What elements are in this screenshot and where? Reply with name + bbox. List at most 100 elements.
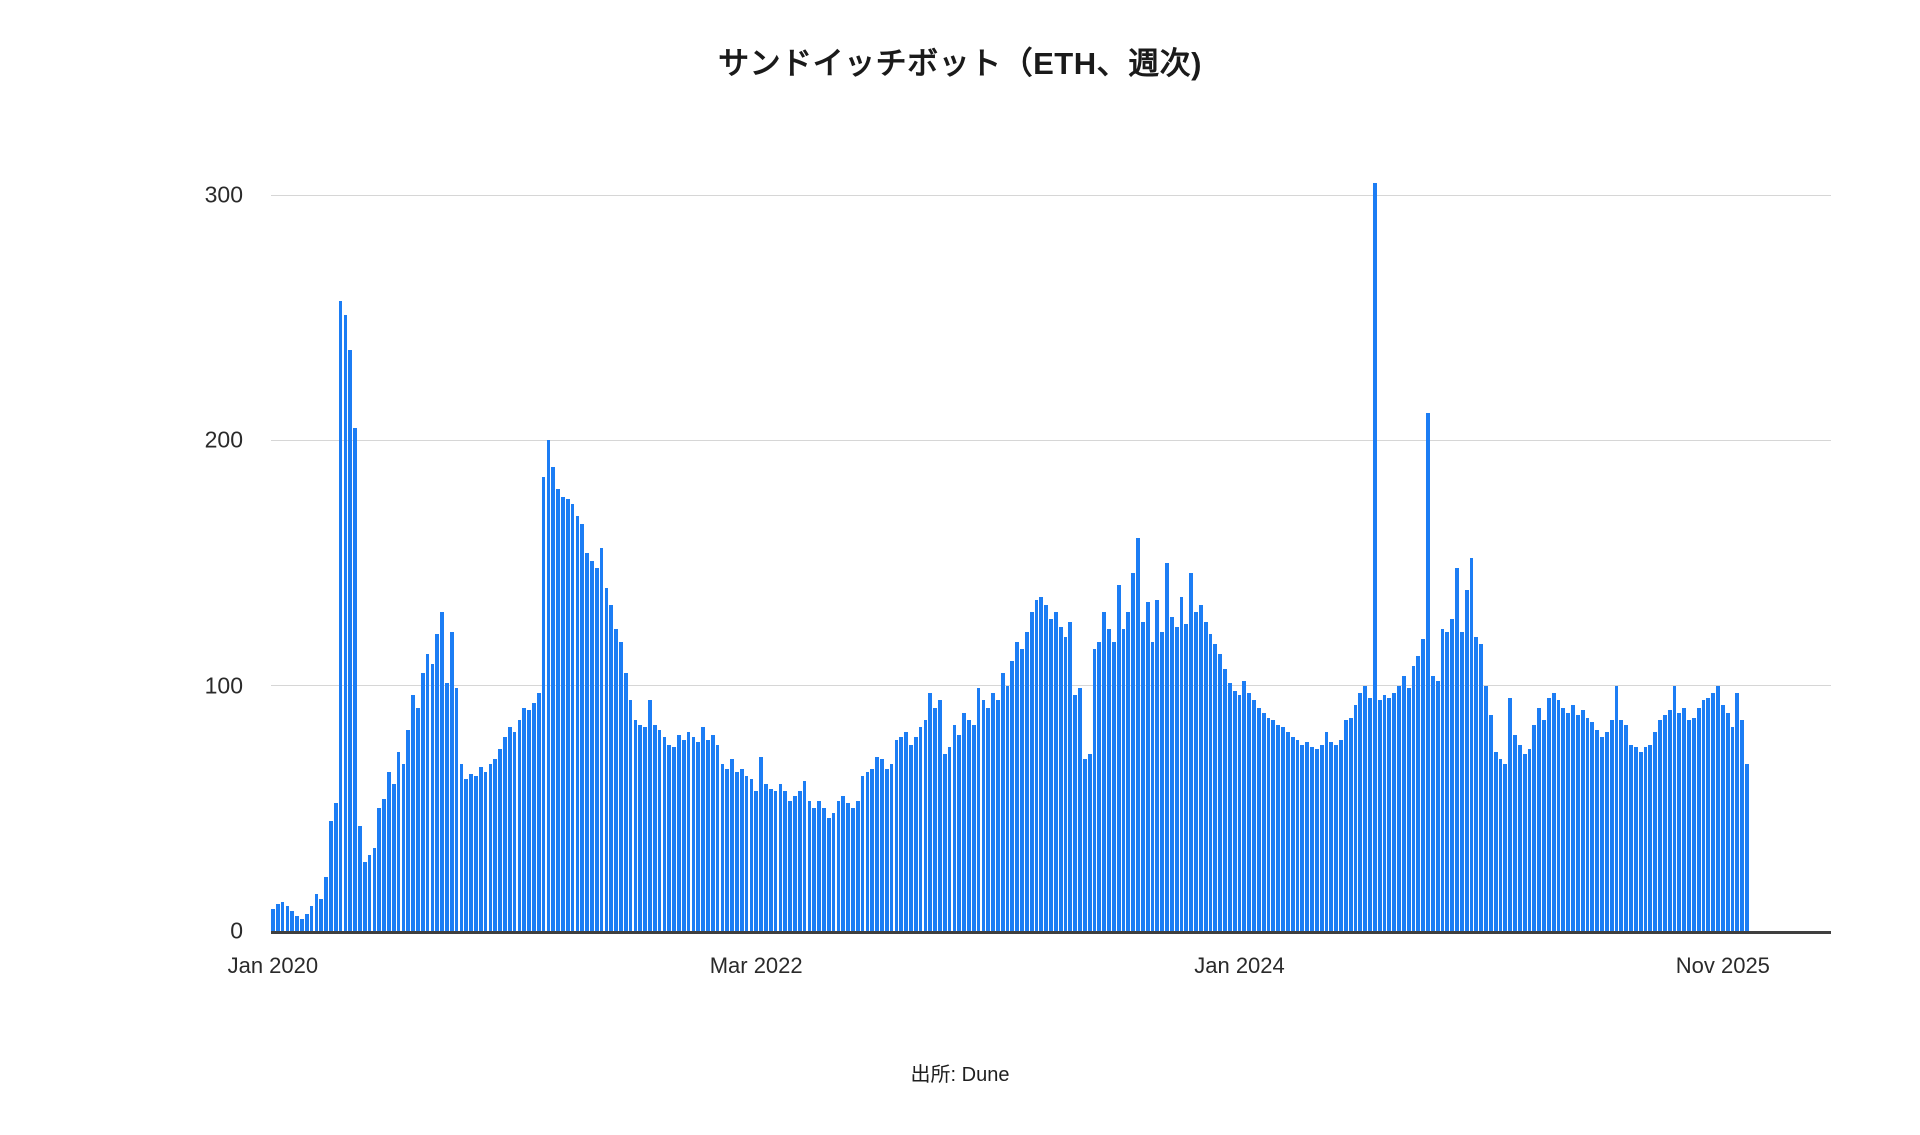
bar — [1121, 629, 1126, 931]
bar — [1430, 675, 1435, 931]
bar — [1078, 688, 1082, 931]
bar — [1063, 636, 1068, 931]
bar — [290, 911, 295, 931]
plot-area — [271, 148, 1831, 931]
bar — [1571, 705, 1575, 931]
bar — [1537, 707, 1541, 931]
bar — [1469, 558, 1474, 931]
bar — [1242, 680, 1247, 931]
bar — [1677, 712, 1682, 931]
bar — [1126, 612, 1131, 931]
bar — [623, 673, 628, 931]
x-axis-label: Mar 2022 — [709, 953, 803, 978]
bar — [1411, 666, 1416, 931]
y-axis-label-200: 200 — [204, 426, 243, 453]
bar — [686, 732, 691, 931]
bar — [913, 737, 918, 931]
bar — [1329, 742, 1334, 931]
bar — [1319, 744, 1324, 931]
bar — [1648, 744, 1653, 931]
bar — [1604, 732, 1609, 931]
x-axis-label: Jan 2024 — [1194, 953, 1285, 978]
bar — [1295, 739, 1300, 931]
bar — [1314, 749, 1319, 931]
bar — [333, 803, 338, 931]
bar — [338, 300, 343, 931]
bar — [648, 700, 652, 931]
bar — [1392, 693, 1397, 931]
bar — [855, 800, 860, 931]
bar — [638, 724, 643, 931]
bar — [498, 749, 502, 931]
bar — [377, 808, 382, 931]
bar — [382, 798, 386, 931]
bar — [1010, 661, 1015, 931]
bar — [604, 587, 609, 931]
bar — [1208, 634, 1213, 931]
bar — [464, 778, 469, 931]
bar — [725, 769, 730, 931]
bar — [420, 673, 425, 931]
bar — [1227, 683, 1232, 931]
bar — [710, 734, 715, 931]
bar — [474, 776, 478, 931]
bar — [1213, 643, 1218, 931]
bar — [575, 516, 580, 931]
bar — [319, 899, 324, 931]
bar — [1503, 764, 1508, 931]
bar — [1140, 621, 1145, 931]
bar — [652, 724, 657, 931]
bar — [889, 764, 894, 931]
bar — [469, 774, 473, 931]
bar — [401, 764, 406, 931]
bar — [1150, 641, 1155, 931]
bar — [295, 916, 299, 931]
bar — [1285, 732, 1290, 931]
bar — [967, 720, 971, 931]
bar — [1522, 754, 1527, 931]
bar — [1290, 737, 1295, 931]
bar — [304, 913, 309, 931]
bar — [546, 440, 551, 931]
bar — [870, 769, 875, 931]
bar — [1566, 712, 1570, 931]
bar — [1638, 751, 1643, 931]
bar — [662, 737, 667, 931]
bar — [701, 727, 705, 931]
bar — [517, 720, 522, 931]
bar — [1706, 697, 1711, 931]
bar — [1600, 737, 1604, 931]
bar — [1542, 720, 1546, 931]
bar — [986, 707, 991, 931]
bar — [459, 764, 464, 931]
bar — [1044, 604, 1049, 931]
bar — [1672, 685, 1677, 931]
bar — [435, 634, 440, 931]
bar — [696, 742, 701, 931]
bar — [1595, 729, 1599, 931]
bar — [981, 700, 986, 931]
bar — [1532, 724, 1537, 931]
bar — [1619, 720, 1624, 931]
bar — [860, 776, 865, 931]
bar — [1358, 693, 1363, 931]
chart-title: サンドイッチボット（ETH、週次) — [718, 46, 1202, 81]
bar — [1735, 693, 1740, 931]
bar — [1092, 648, 1097, 931]
bar — [1687, 720, 1691, 931]
bar — [1406, 688, 1411, 931]
bar — [643, 727, 647, 931]
bar — [947, 747, 952, 931]
bar — [353, 428, 357, 931]
bar — [706, 739, 710, 931]
x-axis-line — [271, 931, 1831, 934]
bar — [681, 739, 686, 931]
bar — [1590, 722, 1595, 931]
bar — [1464, 590, 1469, 931]
bar — [488, 764, 493, 931]
bar — [1218, 653, 1223, 931]
bar — [1247, 693, 1252, 931]
bar — [1479, 643, 1484, 931]
bar — [1730, 727, 1735, 931]
bar — [1633, 747, 1638, 931]
